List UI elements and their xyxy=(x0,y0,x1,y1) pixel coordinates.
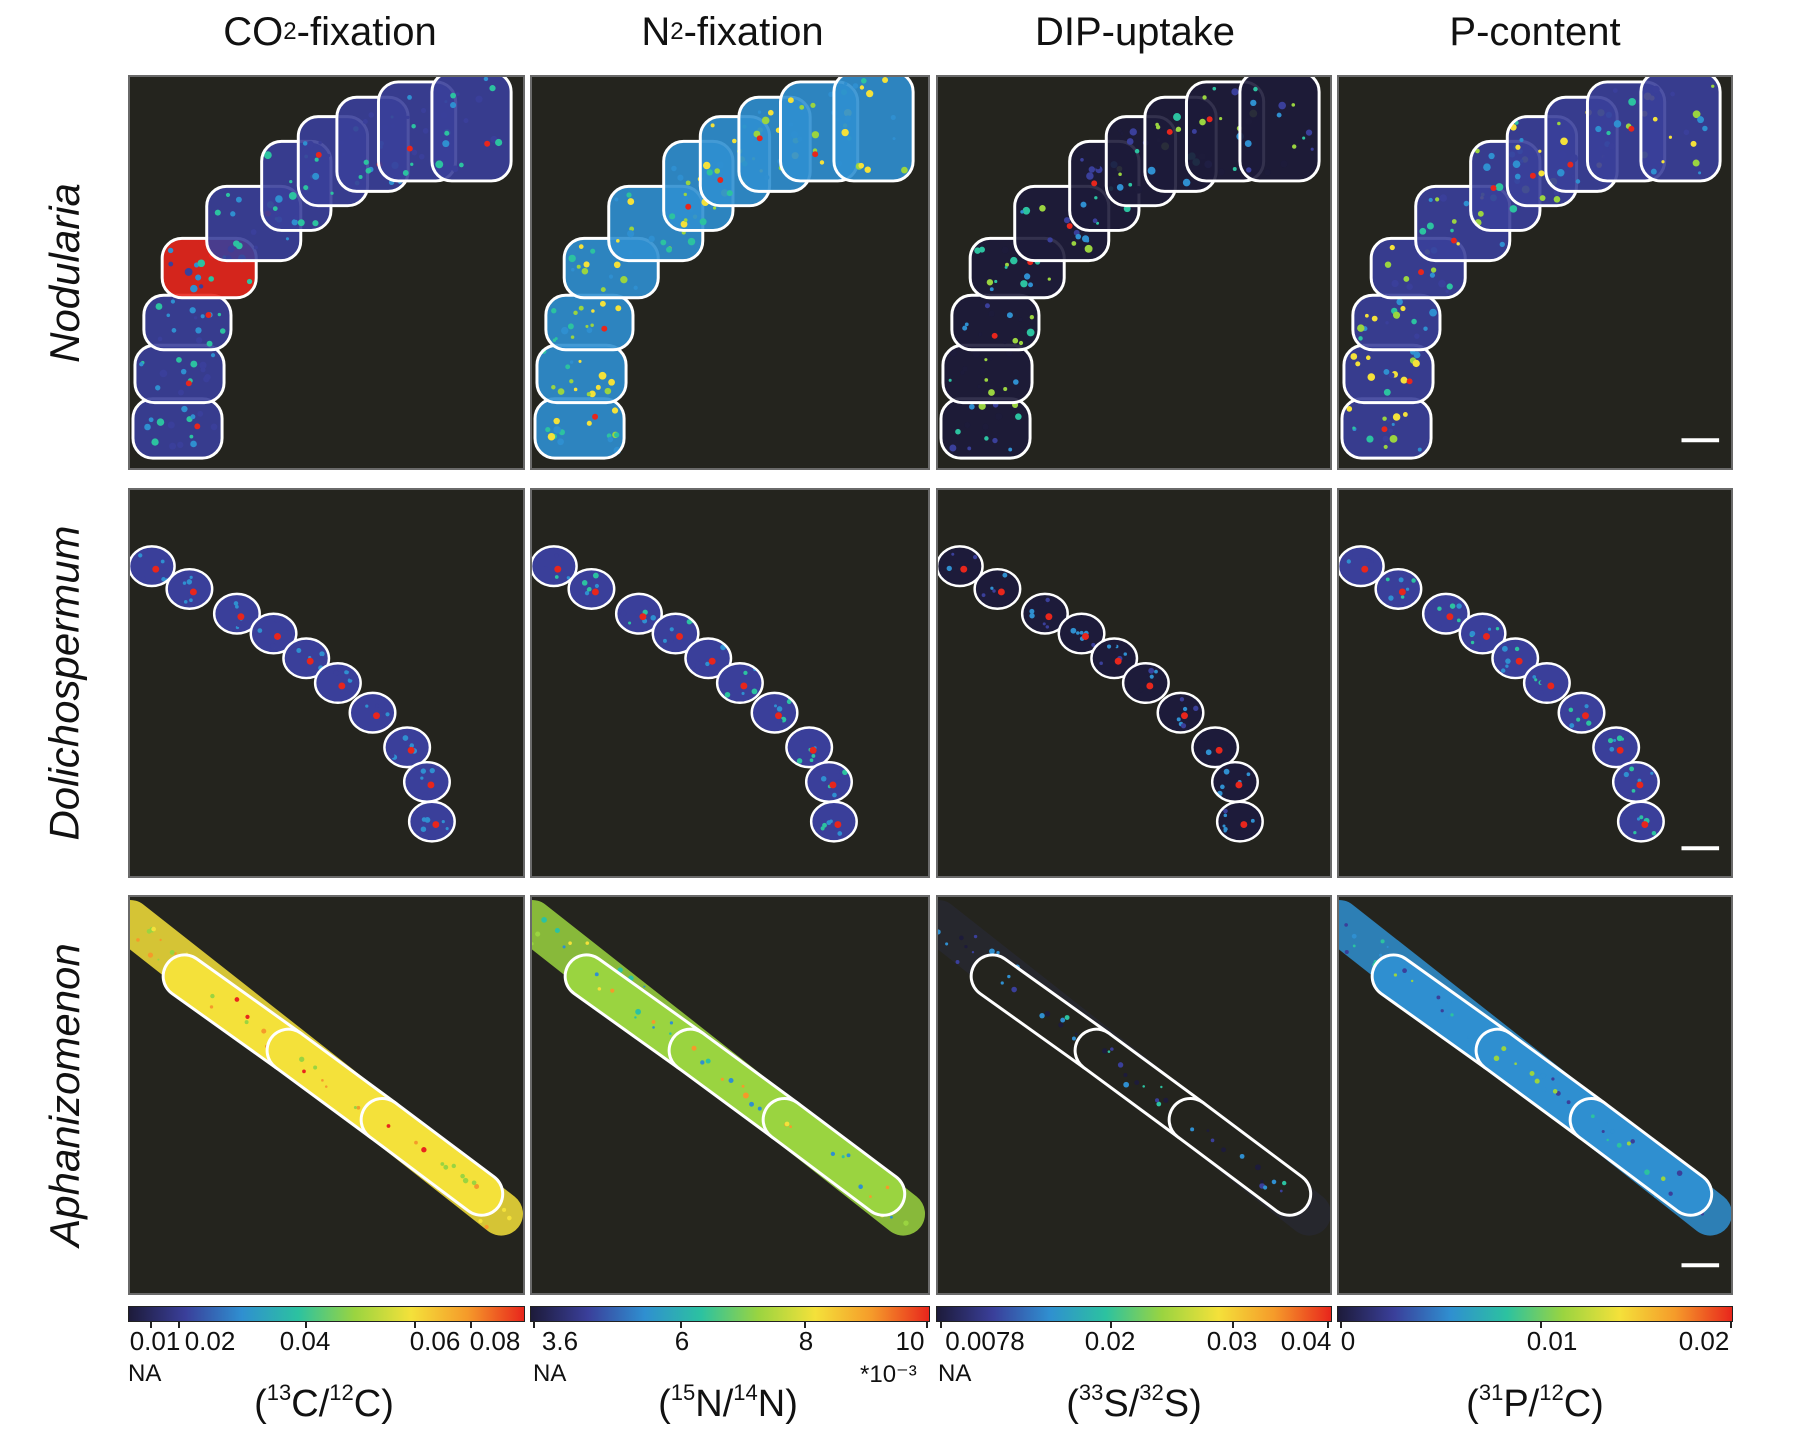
colorbar-31p-12c xyxy=(1337,1306,1733,1322)
colorbar-1-tick: 0.01 xyxy=(129,1326,181,1356)
image-panel-r2-c2 xyxy=(530,488,930,878)
colorbar-3-tick: 0.02 xyxy=(1084,1326,1136,1356)
colorbar-3-tick: 0.04 xyxy=(1280,1326,1332,1356)
colorbar-33s-32s xyxy=(936,1306,1332,1322)
image-panel-r1-c1 xyxy=(128,75,525,470)
row-label-aphanizomenon: Aphanizomenon xyxy=(41,943,88,1247)
colorbar-4-tick: 0.02 xyxy=(1678,1326,1730,1356)
colorbar-4-ratio-label: (31P/12C) xyxy=(1466,1380,1604,1425)
image-panel-r3-c2 xyxy=(530,895,930,1295)
image-panel-r3-c4 xyxy=(1337,895,1733,1295)
colorbar-4-tick: 0 xyxy=(1340,1326,1356,1356)
colorbar-2-tick: 6 xyxy=(674,1326,690,1356)
colorbar-1-tick: 0.04 xyxy=(279,1326,331,1356)
colorbar-1-na-label: NA xyxy=(128,1360,162,1387)
colorbar-4-tick: 0.01 xyxy=(1526,1326,1578,1356)
colorbar-3-tick: 0.0078 xyxy=(945,1326,1025,1356)
colorbar-2-tick: 8 xyxy=(798,1326,814,1356)
image-panel-r1-c3 xyxy=(936,75,1332,470)
colorbar-2-multiplier: *10⁻³ xyxy=(860,1361,917,1388)
colorbar-1-tick: 0.06 xyxy=(409,1326,461,1356)
colorbar-1-tick: 0.08 xyxy=(469,1326,521,1356)
column-title-text: P-content xyxy=(1449,9,1621,54)
image-panel-r1-c4 xyxy=(1337,75,1733,470)
column-title-n2-fixation: N 2 -fixation xyxy=(641,9,824,54)
column-title-co2-fixation: CO 2 -fixation xyxy=(223,9,437,54)
colorbar-3-ratio-label: (33S/32S) xyxy=(1066,1380,1202,1425)
colorbar-15n-14n xyxy=(530,1306,930,1322)
row-label-nodularia: Nodularia xyxy=(41,182,88,363)
column-title-p-content: P-content xyxy=(1335,2,1735,62)
colorbar-2-ratio-label: (15N/14N) xyxy=(658,1380,798,1425)
column-title-text: CO xyxy=(223,9,284,54)
column-title-dip-uptake: DIP-uptake xyxy=(935,2,1335,62)
colorbar-3-na-label: NA xyxy=(938,1360,972,1387)
colorbar-2-tick: 10 xyxy=(895,1326,925,1356)
image-panel-r1-c2 xyxy=(530,75,930,470)
colorbar-13c-12c xyxy=(128,1306,525,1322)
column-title-text: N xyxy=(641,9,671,54)
column-title-text: DIP-uptake xyxy=(1034,9,1236,54)
colorbar-2-tick: 3.6 xyxy=(541,1326,579,1356)
colorbar-2-na-label: NA xyxy=(533,1360,567,1387)
image-panel-r3-c1 xyxy=(128,895,525,1295)
image-panel-r2-c4 xyxy=(1337,488,1733,878)
colorbar-1-ratio-label: (13C/12C) xyxy=(254,1380,394,1425)
image-panel-r3-c3 xyxy=(936,895,1332,1295)
row-label-dolichospermum: Dolichospermum xyxy=(41,525,89,841)
image-panel-r2-c1 xyxy=(128,488,525,878)
image-panel-r2-c3 xyxy=(936,488,1332,878)
colorbar-3-tick: 0.03 xyxy=(1206,1326,1258,1356)
colorbar-1-tick: 0.02 xyxy=(184,1326,236,1356)
